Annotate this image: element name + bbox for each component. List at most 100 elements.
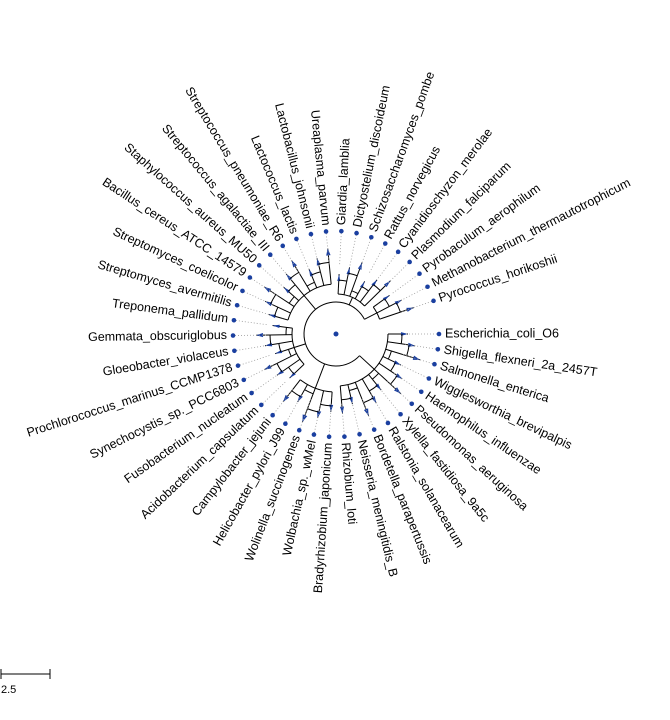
leaf-label: Escherichia_coli_O6 [445,326,559,340]
node-marker [329,404,334,412]
leader-line [325,231,330,265]
leaf-label: Bradyrhizobium_japonicum [311,442,335,593]
leaf-label: Gemmata_obscuriglobus [88,328,227,344]
branch-arc [318,261,330,265]
leader-line [405,343,438,350]
leaf-dot [270,412,275,418]
branch-arc [278,343,282,352]
node-marker [337,274,341,282]
leader-line [269,254,292,281]
branch-segment [339,385,342,400]
node-marker [395,373,403,379]
branch-arc [384,298,390,307]
node-marker [277,369,284,376]
branch-segment [303,295,316,310]
leaf-dot [326,434,332,440]
leaf-dot [369,234,374,240]
leaf-dot [357,431,362,437]
node-marker [309,269,314,277]
branch-arc [338,293,365,307]
leader-line [298,399,312,431]
leader-line [234,345,268,352]
leader-line [313,402,322,435]
leaf-dot [342,434,347,439]
node-marker [400,332,408,336]
branch-segment [320,390,325,405]
leaf-dot [426,376,432,381]
leaf-dot [311,432,317,437]
branch-segment [382,356,389,360]
node-marker [406,307,414,312]
leaf-labels: Escherichia_coli_O6Shigella_flexneri_2a_… [25,70,633,594]
node-marker [412,355,421,360]
branch-arc [338,279,347,282]
branch-arc [351,290,359,295]
branch-segment [275,294,295,307]
leader-line [341,403,345,437]
node-marker [297,394,303,402]
branch-segment [343,280,348,295]
leader-line [310,233,320,267]
branch-arc [363,397,374,404]
leaf-dot [418,389,424,395]
branch-arc [288,366,295,375]
branch-arc [303,301,365,367]
leaf-dot [432,361,437,367]
node-marker [357,262,363,270]
branch-arc [306,281,315,287]
leaf-dot [395,249,401,255]
leader-line [351,402,360,435]
branch-segment [314,363,326,389]
leader-line [393,372,422,393]
leaf-dot [235,363,241,368]
leaf-markers [230,228,442,440]
branch-segment [293,296,300,302]
leaf-dot [382,241,388,246]
leaf-dot [241,377,247,383]
branch-segment [304,384,308,390]
node-marker [407,342,416,347]
branch-segment [378,362,391,372]
branch-arc [289,271,300,279]
leader-line [236,304,269,315]
branch-arc [269,334,272,345]
node-marker [346,267,350,275]
leaf-dot [231,317,237,323]
leaf-dot [435,346,441,352]
leaf-dot [247,275,253,280]
leader-line [339,231,342,265]
leaf-dot [296,427,302,433]
leader-line [370,394,389,424]
leader-line [272,388,294,416]
branch-segment [294,284,305,296]
branch-segment [298,272,311,292]
branch-segment [368,374,373,380]
node-marker [394,300,402,305]
branch-segment [291,379,301,392]
branch-arc [372,372,380,380]
branch-segment [364,312,378,320]
leaf-dot [249,390,254,396]
branch-segment [349,275,358,297]
tree-branches [256,248,421,422]
branch-arc [390,362,396,372]
node-marker [283,287,291,294]
root-node [333,331,339,337]
branch-segment [373,303,379,308]
branch-segment [314,282,318,289]
branch-arc [270,294,277,305]
branch-arc [369,385,378,392]
branch-arc [291,328,305,365]
leader-line [328,403,332,437]
leaf-label: Giardia_lamblia [334,138,353,226]
leader-line [398,363,430,379]
leader-line [243,364,274,381]
leaf-dot [417,271,422,277]
branch-segment [278,340,293,344]
node-marker [275,350,283,354]
leaf-dot [240,288,245,294]
leaf-dot [436,331,442,337]
leader-line [285,394,302,424]
scale-bar: 2.5 [0,669,51,696]
branch-arc [390,375,398,385]
